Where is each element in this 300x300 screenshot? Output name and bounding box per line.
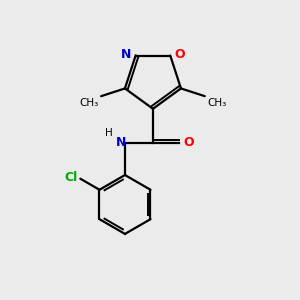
Text: N: N (116, 136, 126, 149)
Text: O: O (183, 136, 194, 149)
Text: H: H (105, 128, 113, 138)
Text: N: N (121, 47, 131, 61)
Text: O: O (174, 47, 185, 61)
Text: CH₃: CH₃ (207, 98, 226, 108)
Text: Cl: Cl (64, 171, 77, 184)
Text: CH₃: CH₃ (80, 98, 99, 108)
